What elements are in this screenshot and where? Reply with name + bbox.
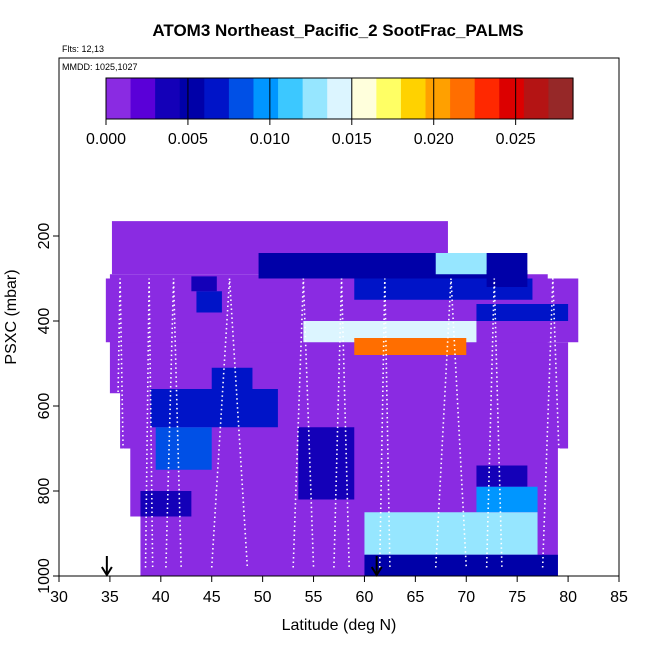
heatmap-cell: [196, 291, 222, 313]
x-tick-label: 70: [457, 589, 475, 606]
flight-track-profile: [333, 278, 350, 568]
chart-title: ATOM3 Northeast_Pacific_2 SootFrac_PALMS: [152, 21, 523, 40]
heatmap-cell: [476, 486, 538, 513]
x-tick-label: 75: [508, 589, 526, 606]
heatmap-cell: [364, 512, 538, 555]
x-tick-label: 45: [203, 589, 221, 606]
heatmap-cell: [150, 389, 278, 428]
arrow-marker-head: [101, 566, 113, 577]
colorbar-swatch: [425, 78, 451, 119]
flight-track-profile: [434, 278, 468, 568]
colorbar-tick-label: 0.010: [250, 131, 290, 148]
heatmap-cell: [191, 276, 217, 292]
x-tick-label: 30: [50, 589, 68, 606]
colorbar-tick-label: 0.025: [496, 131, 536, 148]
colorbar-swatch: [253, 78, 279, 119]
colorbar-swatch: [523, 78, 550, 119]
colorbar-swatch: [130, 78, 156, 119]
colorbar-swatch: [106, 78, 132, 119]
colorbar-swatch: [327, 78, 353, 119]
flights-label: Flts: 12,13: [62, 44, 104, 54]
heatmap-cell: [486, 270, 528, 287]
x-tick-label: 65: [406, 589, 424, 606]
heatmap-cell: [298, 427, 355, 500]
heatmap-cell: [435, 253, 487, 275]
colorbar-swatch: [474, 78, 500, 119]
colorbar-swatch: [278, 78, 304, 119]
colorbar-swatch: [499, 78, 525, 119]
flight-track-profile: [144, 278, 154, 568]
colorbar: 0.000 0.005 0.010 0.015 0.020 0.025: [86, 77, 574, 148]
colorbar-swatch: [204, 78, 230, 119]
x-tick-label: 40: [152, 589, 170, 606]
colorbar-swatch: [548, 78, 574, 119]
heatmap-cell: [476, 465, 528, 487]
heatmap-cell: [140, 491, 192, 517]
colorbar-tick-label: 0.005: [168, 131, 208, 148]
y-tick-label: 1000: [36, 558, 53, 594]
x-tick-label: 55: [305, 589, 323, 606]
colorbar-swatch: [400, 78, 427, 119]
x-axis-label: Latitude (deg N): [282, 617, 397, 634]
y-tick-label: 600: [36, 393, 53, 420]
y-axis-label: PSXC (mbar): [3, 269, 20, 364]
colorbar-swatch: [376, 78, 402, 119]
x-axis: 30 35 40 45 50 55 60 65 70 75 80 85: [50, 576, 628, 606]
heatmap-cell: [354, 338, 467, 355]
flight-track-profile: [114, 278, 126, 568]
x-tick-label: 85: [610, 589, 628, 606]
heatmap-cell: [303, 321, 477, 343]
heatmap-cell: [476, 304, 569, 321]
colorbar-swatch: [302, 78, 328, 119]
flight-tracks: [114, 278, 564, 568]
heatmap-cell: [364, 554, 558, 576]
x-tick-label: 35: [101, 589, 119, 606]
flight-track-profile: [210, 278, 249, 568]
y-tick-label: 200: [36, 223, 53, 250]
x-tick-label: 80: [559, 589, 577, 606]
colorbar-swatch: [228, 78, 255, 119]
flight-track-profile: [292, 278, 315, 568]
x-tick-label: 50: [254, 589, 272, 606]
colorbar-tick-label: 0.000: [86, 131, 126, 148]
heatmap-cells: [105, 221, 579, 576]
arrow-marker-head: [370, 566, 383, 577]
mmdd-label: MMDD: 1025,1027: [62, 62, 138, 72]
colorbar-swatch: [179, 78, 205, 119]
colorbar-tick-label: 0.015: [332, 131, 372, 148]
flight-track-profile: [485, 278, 503, 568]
position-markers: [101, 556, 383, 577]
heatmap-cell: [211, 367, 253, 389]
colorbar-tick-label: 0.020: [414, 131, 454, 148]
colorbar-swatch: [450, 78, 476, 119]
flight-track-profile: [165, 278, 182, 568]
colorbar-swatch: [351, 78, 377, 119]
x-tick-label: 60: [356, 589, 374, 606]
colorbar-swatch: [155, 78, 181, 119]
y-tick-label: 400: [36, 308, 53, 335]
heatmap-cell: [155, 427, 212, 470]
flight-track-profile: [378, 278, 391, 568]
plot-frame: [58, 57, 620, 577]
y-tick-label: 800: [36, 478, 53, 505]
y-axis: 200 400 600 800 1000: [36, 223, 59, 594]
flight-track-profile: [541, 278, 564, 568]
